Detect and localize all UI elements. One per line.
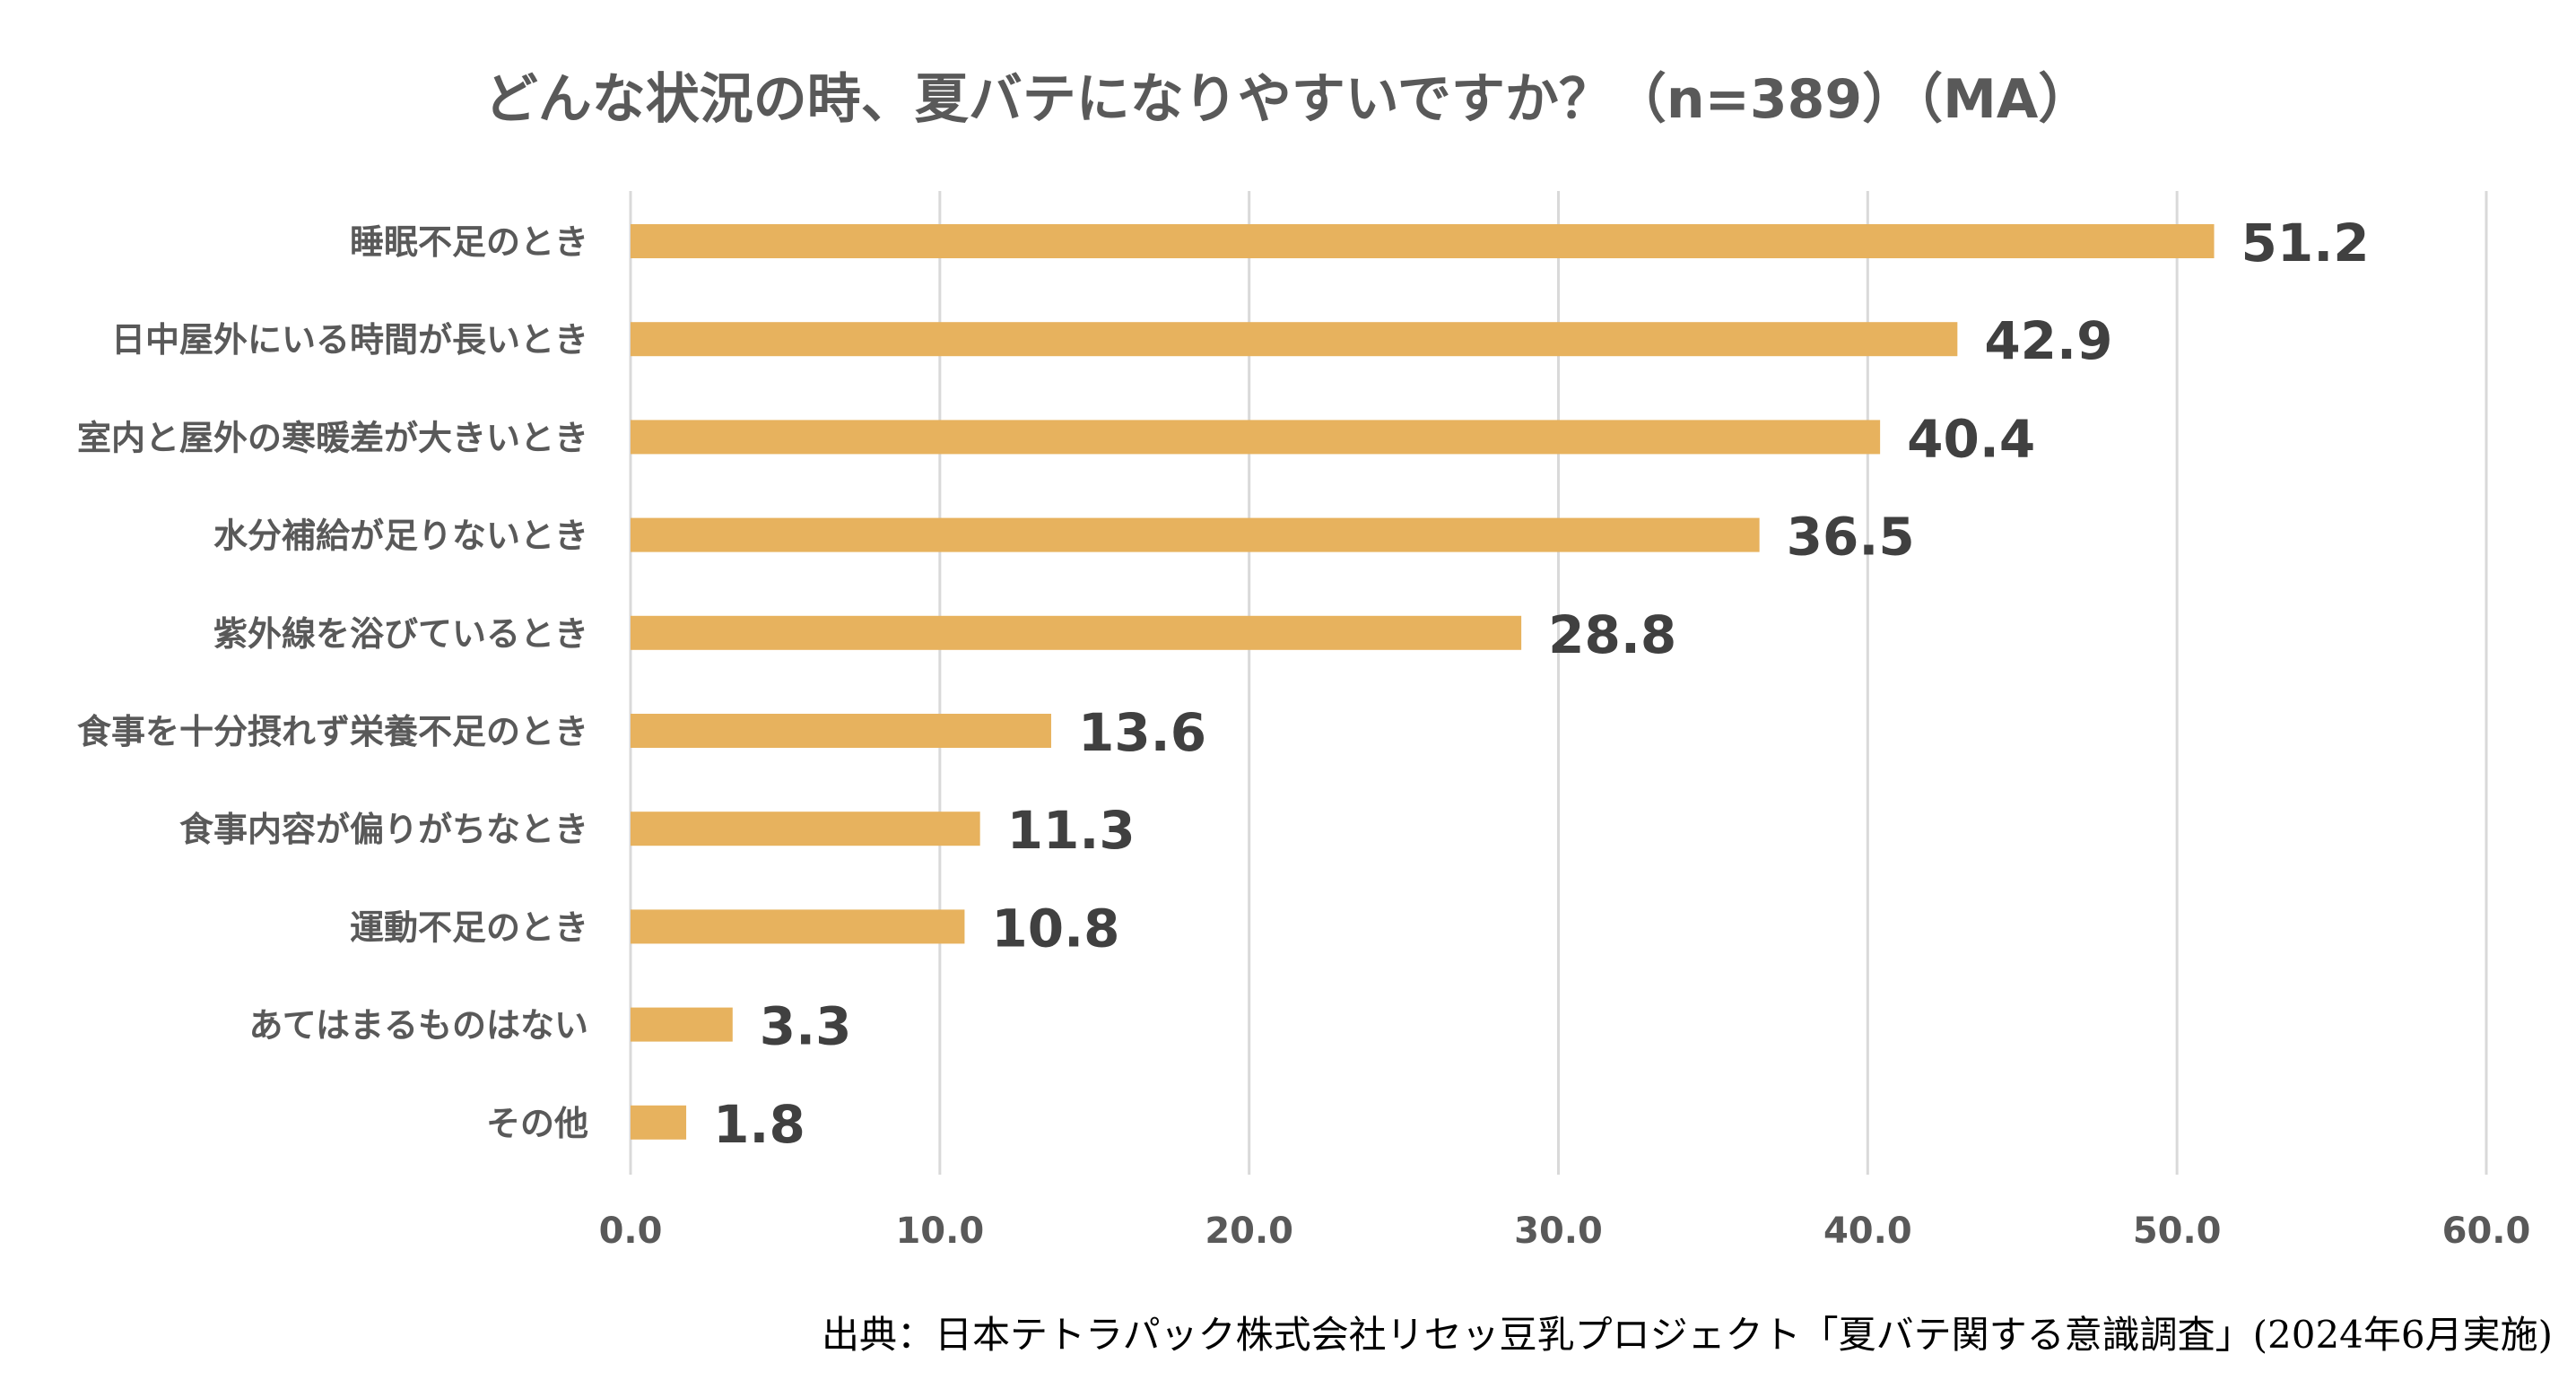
- chart-title: どんな状況の時、夏バテになりやすいですか？（n=389）（MA）: [483, 68, 2093, 131]
- category-label: 室内と屋外の寒暖差が大きいとき: [77, 418, 588, 457]
- bar: [631, 517, 1760, 552]
- bar: [631, 224, 2215, 258]
- bar: [631, 1007, 733, 1042]
- bar: [631, 322, 1958, 357]
- data-label: 28.8: [1548, 604, 1676, 665]
- category-label: 運動不足のとき: [350, 907, 588, 947]
- bar: [631, 714, 1051, 748]
- x-tick-label: 40.0: [1823, 1211, 1912, 1252]
- category-label: 紫外線を浴びているとき: [213, 614, 588, 654]
- category-label: 食事内容が偏りがちなとき: [179, 810, 588, 849]
- bar: [631, 420, 1881, 455]
- bar: [631, 909, 965, 944]
- x-tick-label: 10.0: [895, 1211, 984, 1252]
- data-label: 42.9: [1984, 310, 2112, 371]
- data-label: 13.6: [1078, 702, 1206, 763]
- category-label: 睡眠不足のとき: [350, 222, 588, 262]
- data-label: 36.5: [1787, 507, 1915, 568]
- x-tick-label: 30.0: [1514, 1211, 1603, 1252]
- data-label: 3.3: [760, 996, 852, 1057]
- x-tick-label: 0.0: [599, 1211, 663, 1252]
- bar: [631, 615, 1522, 650]
- category-label: あてはまるものはない: [249, 1006, 588, 1046]
- category-label: その他: [486, 1104, 588, 1143]
- data-label: 10.8: [991, 898, 1119, 959]
- data-label: 40.4: [1907, 408, 2035, 469]
- data-label: 51.2: [2241, 213, 2370, 273]
- source-note: 出典：日本テトラパック株式会社リセッ豆乳プロジェクト「夏バテ関する意識調査」(2…: [822, 1313, 2553, 1357]
- x-tick-label: 50.0: [2133, 1211, 2222, 1252]
- bar: [631, 812, 980, 846]
- bar: [631, 1105, 687, 1140]
- category-label: 水分補給が足りないとき: [213, 516, 588, 556]
- data-label: 1.8: [713, 1094, 805, 1155]
- x-tick-label: 20.0: [1205, 1211, 1293, 1252]
- category-label: 日中屋外にいる時間が長いとき: [111, 320, 588, 360]
- x-tick-label: 60.0: [2442, 1211, 2531, 1252]
- category-label: 食事を十分摂れず栄養不足のとき: [77, 712, 588, 751]
- data-label: 11.3: [1007, 800, 1136, 861]
